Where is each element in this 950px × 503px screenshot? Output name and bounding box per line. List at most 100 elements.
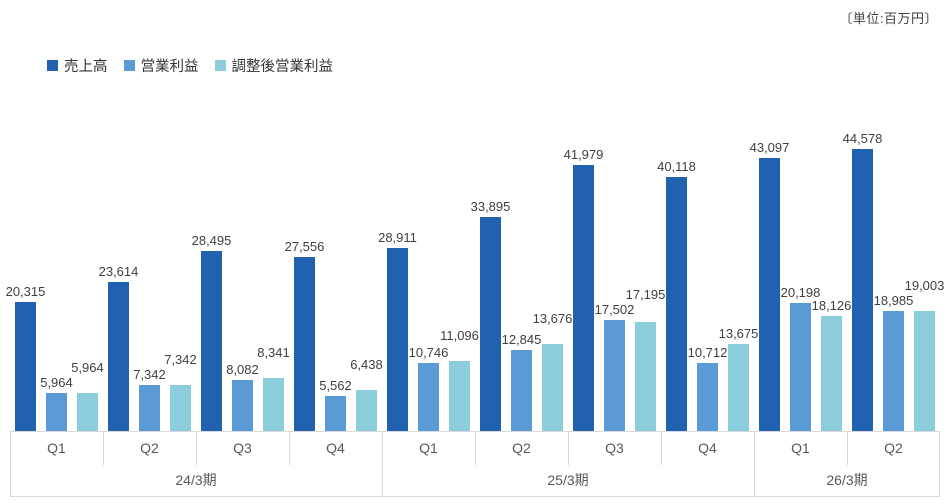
value-label-series2-group7: 17,502 [594,302,635,317]
bar-group-9-q1: 43,097 20,198 18,126 [750,0,851,431]
value-label-series2-group9: 20,198 [780,285,821,300]
axis-quarter-separator [568,431,569,465]
value-label-series1-group9: 43,097 [749,140,790,155]
axis-quarter-label-2: Q2 [140,440,159,456]
unit-label: 〔単位:百万円〕 [839,11,938,26]
value-label-series1-group3: 28,495 [191,233,232,248]
value-label-series3-group6: 13,676 [532,311,573,326]
bar-series2-group5 [418,363,439,431]
bar-series1-group3 [201,251,222,431]
bar-series1-group2 [108,282,129,431]
axis-quarter-label-4: Q4 [326,440,345,456]
value-label-series1-group1: 20,315 [5,284,46,299]
axis-quarter-label-7: Q3 [605,440,624,456]
bar-series2-group10 [883,311,904,431]
axis-quarter-label-10: Q2 [884,440,903,456]
value-label-series3-group3: 8,341 [257,345,290,360]
axis-year-separator [382,431,383,497]
bar-series1-group5 [387,248,408,431]
value-label-series3-group8: 13,675 [718,326,759,341]
bar-group-10-q2: 44,578 18,985 19,003 [843,0,944,431]
value-label-series3-group4: 6,438 [350,357,383,372]
value-label-series2-group6: 12,845 [501,332,542,347]
value-label-series2-group10: 18,985 [873,293,914,308]
legend-label: 調整後営業利益 [231,59,334,75]
bar-group-8-q4: 40,118 10,712 13,675 [657,0,758,431]
bar-series1-group10 [852,149,873,431]
value-label-series3-group10: 19,003 [904,278,945,293]
bar-group-5-q1: 28,911 10,746 11,096 [378,0,479,431]
bar-series2-group6 [511,350,532,431]
axis-quarter-label-5: Q1 [419,440,438,456]
axis-year-separator [754,431,755,497]
value-label-series3-group9: 18,126 [811,298,852,313]
bar-series1-group6 [480,217,501,431]
axis-bottom-border [10,496,940,497]
axis-year-label-2: 25/3期 [547,472,589,488]
x-axis: Q1 Q2 Q3 Q4 Q1 Q2 Q3 Q4 Q1 Q2 24/3期 25/3期 26/3期 [10,431,940,497]
legend-item-3: 調整後営業利益 [214,55,334,76]
bar-series2-group8 [697,363,718,431]
legend-swatch-icon [47,60,58,71]
axis-year-separator [939,431,940,497]
plot-area: 20,315 5,964 5,964 23,614 7,342 7,342 28,495 8,… [6,0,944,431]
axis-quarter-separator [847,431,848,465]
bar-group-6-q2: 33,895 12,845 13,676 [471,0,572,431]
value-label-series1-group4: 27,556 [284,239,325,254]
legend-item-2: 営業利益 [123,55,199,76]
value-label-series1-group6: 33,895 [470,199,511,214]
legend-swatch-icon [123,60,135,71]
bar-group-1-q1: 20,315 5,964 5,964 [6,0,104,431]
bar-series3-group10 [914,311,935,431]
value-label-series3-group1: 5,964 [71,360,104,375]
value-label-series1-group8: 40,118 [657,159,696,174]
bar-series2-group9 [790,303,811,431]
value-label-series2-group2: 7,342 [133,367,166,382]
axis-quarter-separator [661,431,662,465]
bar-group-7-q3: 41,979 17,502 17,195 [564,0,665,431]
bar-series2-group7 [604,320,625,431]
legend-label: 営業利益 [140,59,199,75]
value-label-series2-group5: 10,746 [408,345,449,360]
value-label-series2-group4: 5,562 [319,378,352,393]
bar-series1-group1 [15,302,36,431]
value-label-series1-group5: 28,911 [378,230,417,245]
axis-quarter-separator [475,431,476,465]
bar-series3-group6 [542,344,563,431]
value-label-series2-group8: 10,712 [687,345,728,360]
axis-quarter-label-1: Q1 [47,440,66,456]
value-label-series2-group3: 8,082 [226,362,259,377]
legend-label: 売上高 [64,59,108,75]
value-label-series1-group7: 41,979 [563,147,604,162]
axis-quarter-separator [196,431,197,465]
axis-year-separator [10,431,11,497]
axis-quarter-label-3: Q3 [233,440,252,456]
value-label-series1-group2: 23,614 [98,264,139,279]
legend-item-1: 売上高 [47,55,108,76]
bar-series1-group9 [759,158,780,431]
bar-series1-group8 [666,177,687,431]
value-label-series3-group5: 11,096 [440,328,479,343]
value-label-series3-group2: 7,342 [164,352,197,367]
bar-group-3-q3: 28,495 8,082 8,341 [192,0,290,431]
bar-series1-group4 [294,257,315,431]
value-label-series2-group1: 5,964 [40,375,73,390]
axis-quarter-separator [103,431,104,465]
bar-series3-group2 [170,385,191,431]
bar-series3-group4 [356,390,377,431]
bar-series3-group1 [77,393,98,431]
bar-group-2-q2: 23,614 7,342 7,342 [99,0,197,431]
value-label-series1-group10: 44,578 [842,131,883,146]
axis-quarter-separator [289,431,290,465]
axis-quarter-label-9: Q1 [791,440,810,456]
axis-year-label-1: 24/3期 [175,472,217,488]
bar-series2-group2 [139,385,160,431]
bar-series2-group1 [46,393,67,431]
bar-series3-group9 [821,316,842,431]
bar-series3-group3 [263,378,284,431]
legend: 売上高 営業利益 調整後営業利益 [47,55,333,76]
axis-year-label-3: 26/3期 [826,472,868,488]
value-label-series3-group7: 17,195 [625,287,666,302]
bar-series2-group4 [325,396,346,431]
